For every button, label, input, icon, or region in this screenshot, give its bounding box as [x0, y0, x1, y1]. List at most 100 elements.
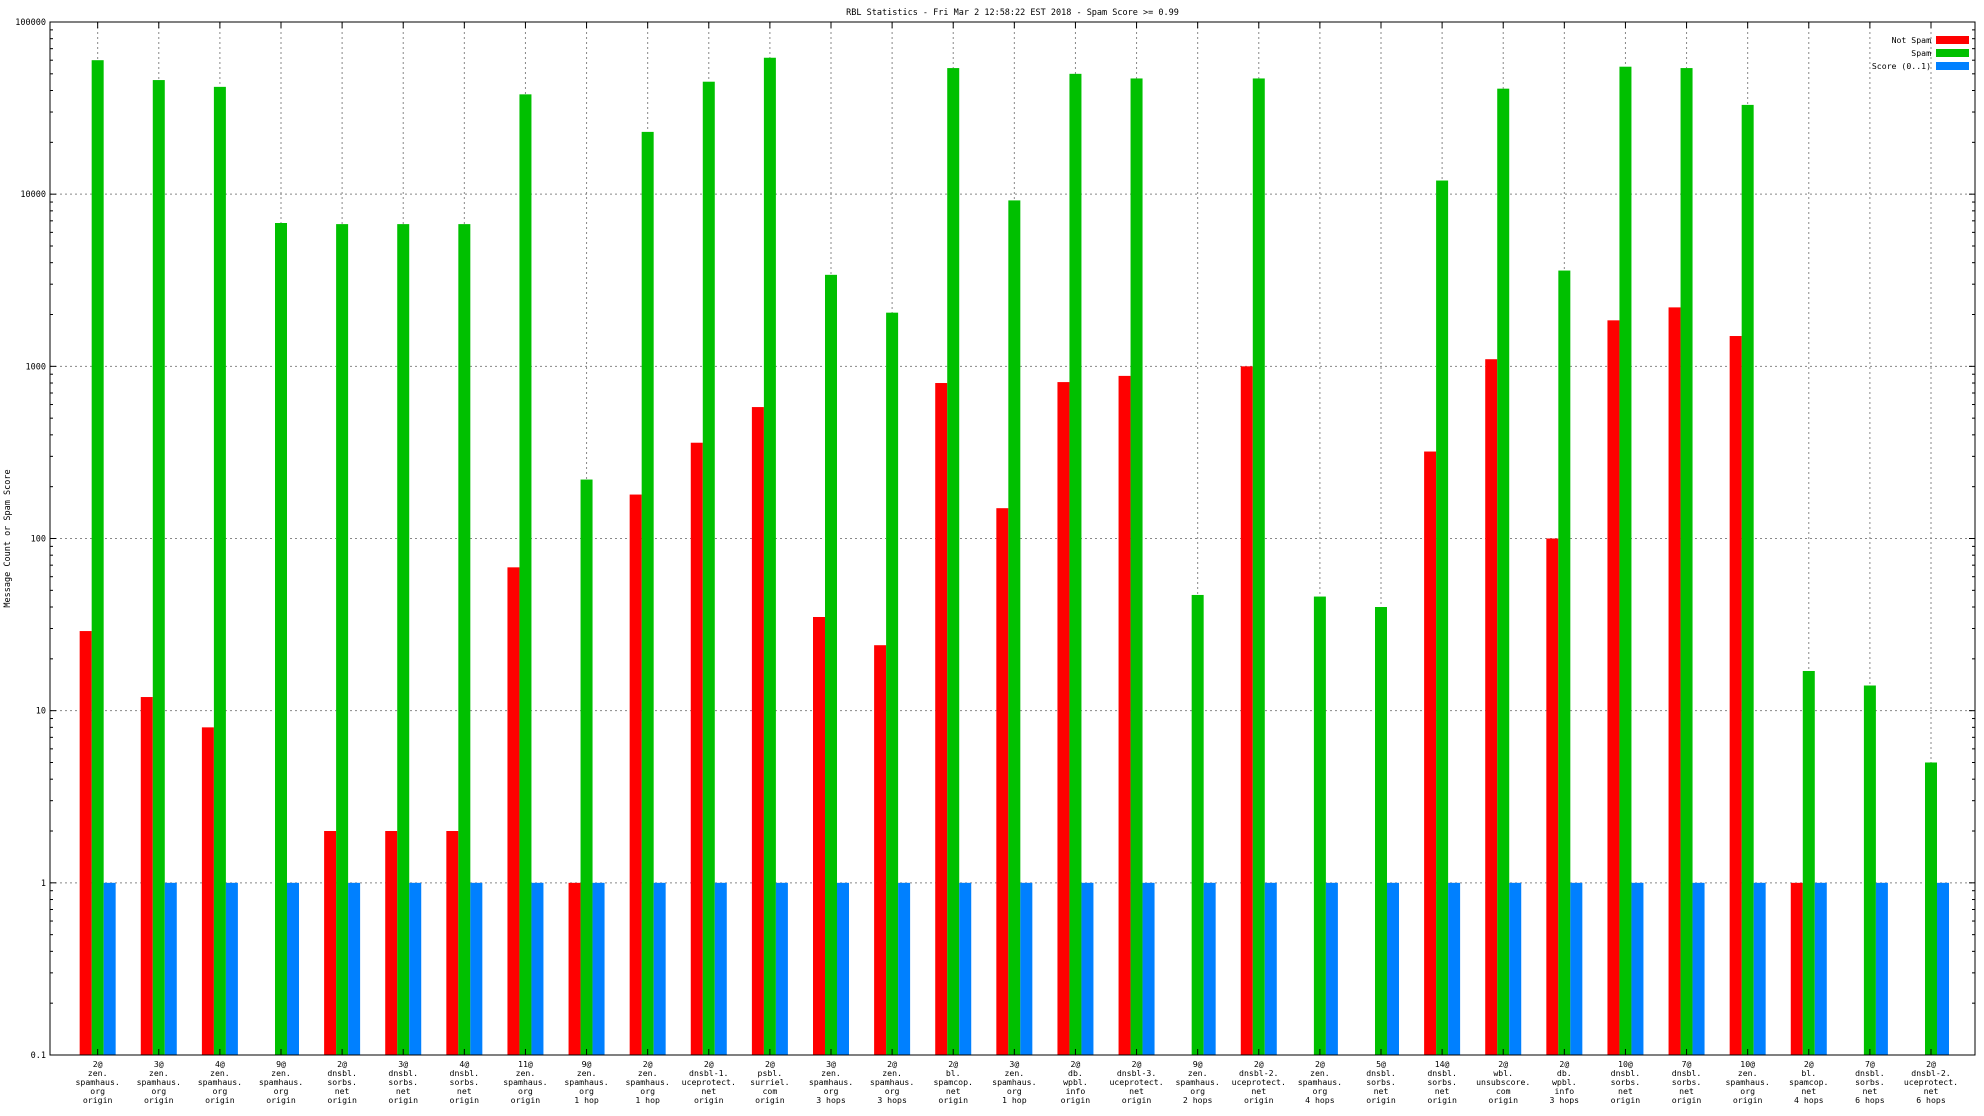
x-tick-label: wpbl. — [1552, 1077, 1577, 1087]
x-tick-label: zen. — [577, 1068, 597, 1078]
legend-label: Spam — [1911, 48, 1931, 58]
bar-score-0-1 — [348, 882, 361, 1055]
bar-score-0-1 — [1631, 882, 1644, 1055]
x-tick-label: zen. — [149, 1068, 169, 1078]
x-tick-label: sorbs. — [388, 1077, 418, 1087]
x-tick-label: dnsbl. — [1427, 1068, 1457, 1078]
x-tick-label: 6 hops — [1855, 1095, 1885, 1105]
bar-not-spam — [996, 508, 1009, 1055]
x-tick-label: 9@ — [1193, 1059, 1203, 1069]
x-tick-label: zen. — [882, 1068, 902, 1078]
x-tick-label: 2@ — [1254, 1059, 1264, 1069]
bar-spam — [947, 68, 960, 1055]
x-tick-label: 2@ — [887, 1059, 897, 1069]
bar-score-0-1 — [287, 882, 299, 1055]
x-tick-label: spamhaus. — [870, 1077, 914, 1087]
x-tick-label: 7@ — [1682, 1059, 1692, 1069]
bar-not-spam — [446, 831, 459, 1055]
x-tick-label: org — [1190, 1086, 1205, 1096]
bar-spam — [336, 224, 349, 1056]
x-tick-label: info — [1554, 1086, 1574, 1096]
x-tick-label: dnsbl-2. — [1239, 1068, 1278, 1078]
bar-not-spam — [324, 831, 337, 1055]
x-tick-label: spamhaus. — [1175, 1077, 1219, 1087]
x-tick-label: zen. — [516, 1068, 536, 1078]
x-tick-label: 2@ — [1315, 1059, 1325, 1069]
bar-score-0-1 — [775, 882, 788, 1055]
bar-not-spam — [1729, 336, 1742, 1055]
x-tick-label: origin — [1672, 1095, 1702, 1105]
y-tick-label: 1 — [41, 879, 46, 889]
x-tick-label: spamhaus. — [137, 1077, 181, 1087]
x-tick-label: net — [335, 1086, 350, 1096]
bar-spam — [1130, 78, 1143, 1056]
x-tick-label: 2@ — [337, 1059, 347, 1069]
x-tick-label: spamhaus. — [625, 1077, 669, 1087]
x-tick-label: 5@ — [1376, 1059, 1386, 1069]
x-tick-label: origin — [938, 1095, 968, 1105]
y-tick-label: 0.1 — [31, 1051, 46, 1061]
bar-score-0-1 — [959, 882, 972, 1055]
x-tick-label: sorbs. — [1611, 1077, 1641, 1087]
x-tick-label: 2@ — [765, 1059, 775, 1069]
y-tick-label: 10 — [36, 707, 46, 717]
x-tick-label: dnsbl-3. — [1117, 1068, 1156, 1078]
x-tick-label: net — [1251, 1086, 1266, 1096]
x-tick-label: spamhaus. — [564, 1077, 608, 1087]
x-tick-label: unsubscore. — [1476, 1077, 1530, 1087]
bar-score-0-1 — [898, 882, 911, 1055]
x-tick-label: uceprotect. — [682, 1077, 736, 1087]
x-tick-label: origin — [1488, 1095, 1518, 1105]
x-tick-label: 2 hops — [1183, 1095, 1213, 1105]
x-tick-label: sorbs. — [1366, 1077, 1396, 1087]
bar-score-0-1 — [1020, 882, 1033, 1055]
bar-spam — [458, 224, 471, 1056]
x-tick-label: 1 hop — [574, 1095, 599, 1105]
x-tick-label: db. — [1557, 1068, 1572, 1078]
x-tick-label: 6 hops — [1916, 1095, 1946, 1105]
x-tick-label: 3 hops — [877, 1095, 907, 1105]
x-tick-label: sorbs. — [1855, 1077, 1885, 1087]
x-tick-label: net — [396, 1086, 411, 1096]
x-tick-label: info — [1066, 1086, 1086, 1096]
x-tick-label: 9@ — [582, 1059, 592, 1069]
x-tick-label: org — [518, 1086, 533, 1096]
x-tick-label: 3 hops — [1550, 1095, 1580, 1105]
x-tick-label: 2@ — [1132, 1059, 1142, 1069]
x-tick-label: net — [457, 1086, 472, 1096]
bar-score-0-1 — [837, 882, 849, 1055]
bar-spam — [1680, 68, 1693, 1055]
x-tick-label: 10@ — [1740, 1059, 1755, 1069]
x-tick-label: 14@ — [1435, 1059, 1450, 1069]
y-tick-label: 10000 — [20, 190, 46, 200]
bar-spam — [397, 224, 410, 1056]
x-tick-label: dnsbl. — [327, 1068, 357, 1078]
bar-spam — [1069, 73, 1082, 1055]
bar-not-spam — [1485, 359, 1498, 1055]
y-tick-label: 1000 — [26, 362, 46, 372]
x-tick-label: origin — [83, 1095, 113, 1105]
x-tick-label: dnsbl. — [1855, 1068, 1885, 1078]
x-tick-label: origin — [1122, 1095, 1152, 1105]
x-tick-label: spamhaus. — [1298, 1077, 1342, 1087]
x-tick-label: net — [1924, 1086, 1939, 1096]
legend-swatch — [1936, 49, 1969, 57]
bar-spam — [1008, 200, 1021, 1056]
bar-not-spam — [1607, 320, 1620, 1055]
x-tick-label: org — [212, 1086, 227, 1096]
x-tick-label: dnsbl-2. — [1911, 1068, 1950, 1078]
bar-spam — [152, 80, 165, 1055]
bar-not-spam — [935, 383, 948, 1055]
x-tick-label: uceprotect. — [1904, 1077, 1958, 1087]
x-tick-label: surriel. — [750, 1077, 789, 1087]
x-tick-label: zen. — [271, 1068, 291, 1078]
bar-not-spam — [1424, 451, 1437, 1055]
x-tick-label: 1 hop — [635, 1095, 660, 1105]
bar-not-spam — [690, 442, 703, 1055]
x-tick-label: 3 hops — [816, 1095, 846, 1105]
x-tick-label: dnsbl. — [1611, 1068, 1641, 1078]
x-tick-label: zen. — [821, 1068, 841, 1078]
x-tick-label: net — [946, 1086, 961, 1096]
x-tick-label: com — [762, 1086, 777, 1096]
bars-layer — [79, 57, 1949, 1056]
